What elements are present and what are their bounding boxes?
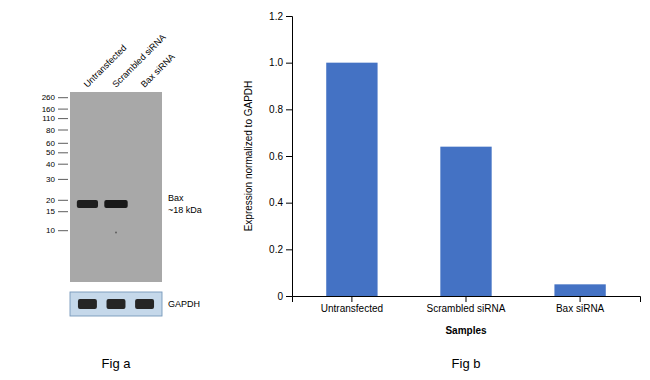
x-axis-title: Samples bbox=[445, 325, 487, 336]
tick-mark bbox=[286, 296, 292, 297]
ladder-label: 260 bbox=[42, 93, 56, 102]
ladder-label: 110 bbox=[42, 114, 55, 123]
tick-mark bbox=[286, 203, 292, 204]
band-label: ~18 kDa bbox=[168, 205, 202, 215]
ladder-label: 20 bbox=[46, 196, 55, 205]
ladder-tick bbox=[58, 97, 68, 98]
ladder-tick bbox=[58, 164, 68, 165]
bar bbox=[440, 147, 491, 296]
y-tick: 0.2 bbox=[269, 244, 292, 255]
axis-line bbox=[286, 17, 293, 297]
gapdh-band bbox=[135, 299, 154, 309]
tick-label: 0.6 bbox=[269, 151, 283, 162]
tick-mark bbox=[286, 16, 292, 17]
tick-mark bbox=[286, 249, 292, 250]
tick-mark bbox=[351, 296, 352, 302]
lane-label: Scrambled siRNA bbox=[110, 32, 167, 89]
bar bbox=[326, 63, 377, 296]
ladder-label: 15 bbox=[46, 207, 55, 216]
ladder-label: 60 bbox=[46, 139, 55, 148]
x-axis: Untransfected Scrambled siRNA Bax siRNA bbox=[293, 296, 641, 314]
bar bbox=[554, 284, 605, 296]
panel-title: Fig b bbox=[452, 356, 481, 371]
ladder-label: 30 bbox=[46, 175, 55, 184]
y-tick: 0.8 bbox=[269, 104, 292, 115]
ladder-label: 80 bbox=[46, 126, 55, 135]
ladder-tick bbox=[58, 152, 68, 153]
tick-label: 0.2 bbox=[269, 244, 283, 255]
x-tick: Bax siRNA bbox=[556, 296, 605, 314]
bars bbox=[326, 63, 606, 296]
lane-label: Bax siRNA bbox=[139, 52, 177, 90]
tick-label: 1.0 bbox=[269, 57, 283, 68]
y-tick: 0.6 bbox=[269, 151, 292, 162]
panel-title: Fig a bbox=[102, 356, 132, 371]
y-tick: 1.2 bbox=[269, 11, 292, 22]
gapdh-band bbox=[107, 299, 126, 309]
bax-band bbox=[77, 200, 98, 208]
tick-label: 0.8 bbox=[269, 104, 283, 115]
gapdh-strip bbox=[70, 292, 162, 316]
tick-mark bbox=[286, 109, 292, 110]
ladder-tick bbox=[58, 230, 68, 231]
y-tick: 1.0 bbox=[269, 57, 292, 68]
blot-speck bbox=[115, 232, 117, 234]
ladder-label: 40 bbox=[46, 160, 55, 169]
y-tick: 0.4 bbox=[269, 197, 292, 208]
axis-line bbox=[293, 297, 641, 303]
y-axis-title: Expression normalized to GAPDH bbox=[243, 81, 254, 232]
tick-mark bbox=[580, 296, 581, 302]
tick-label: Untransfected bbox=[321, 303, 383, 314]
y-tick: 0 bbox=[277, 291, 292, 302]
blot-membrane bbox=[70, 92, 162, 282]
tick-label: 0 bbox=[277, 291, 283, 302]
x-tick: Untransfected bbox=[321, 296, 383, 314]
ladder-label: 50 bbox=[46, 148, 55, 157]
tick-label: Scrambled siRNA bbox=[427, 303, 506, 314]
x-tick: Scrambled siRNA bbox=[427, 296, 506, 314]
tick-mark bbox=[466, 296, 467, 302]
ladder-label: 10 bbox=[46, 226, 55, 235]
band-label: Bax bbox=[168, 193, 184, 203]
ladder-tick bbox=[58, 200, 68, 201]
tick-label: 1.2 bbox=[269, 11, 283, 22]
ladder-tick bbox=[58, 179, 68, 180]
ladder-tick bbox=[58, 109, 68, 110]
band-label: GAPDH bbox=[168, 299, 200, 309]
tick-mark bbox=[286, 63, 292, 64]
ladder-tick bbox=[58, 143, 68, 144]
blot-panel: UntransfectedScrambled siRNABax siRNA260… bbox=[42, 32, 202, 371]
gapdh-band bbox=[78, 299, 97, 309]
figure: UntransfectedScrambled siRNABax siRNA260… bbox=[0, 0, 650, 380]
bar-panel: 0 0.2 0.4 0.6 0.8 1.0 1.2 Untransfected Scramble… bbox=[243, 11, 641, 371]
ladder-tick bbox=[58, 118, 68, 119]
tick-label: 0.4 bbox=[269, 197, 283, 208]
tick-mark bbox=[286, 156, 292, 157]
ladder-tick bbox=[58, 211, 68, 212]
ladder-tick bbox=[58, 130, 68, 131]
bax-band bbox=[104, 200, 127, 208]
ladder-label: 160 bbox=[42, 105, 56, 114]
y-axis: 0 0.2 0.4 0.6 0.8 1.0 1.2 bbox=[269, 11, 292, 302]
tick-label: Bax siRNA bbox=[556, 303, 605, 314]
